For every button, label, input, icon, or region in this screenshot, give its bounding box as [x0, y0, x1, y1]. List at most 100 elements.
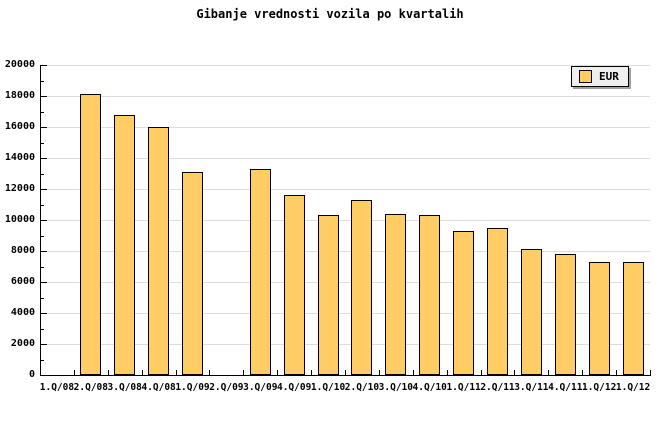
- y-major-tick: [41, 313, 47, 314]
- x-tick-label: 2.Q/09: [209, 382, 244, 393]
- x-tick: [412, 370, 414, 375]
- y-tick-label: 10000: [4, 214, 35, 225]
- y-tick-label: 2000: [10, 338, 35, 349]
- x-tick: [209, 370, 211, 375]
- x-tick-label: 1.Q/09: [175, 382, 210, 393]
- x-tick: [582, 370, 584, 375]
- x-tick-label: 1.Q/12: [615, 382, 651, 393]
- bar: [419, 215, 441, 375]
- y-gridline: [40, 96, 650, 97]
- bar: [520, 249, 542, 375]
- bar: [317, 215, 339, 375]
- bar: [554, 254, 576, 375]
- x-tick-label: 4.Q/11: [548, 382, 583, 393]
- y-gridline: [40, 313, 650, 314]
- x-tick-label: 3.Q/10: [378, 382, 413, 393]
- y-gridline: [40, 158, 650, 159]
- bar: [487, 227, 508, 375]
- y-minor-tick: [41, 111, 44, 113]
- y-major-tick: [41, 127, 47, 128]
- y-gridline: [40, 127, 650, 128]
- x-tick: [480, 370, 482, 375]
- x-tick: [378, 370, 380, 375]
- y-minor-tick: [41, 204, 44, 206]
- x-tick-label: 4.Q/09: [276, 382, 312, 393]
- x-tick-label: 1.Q/08: [39, 382, 75, 393]
- y-minor-tick: [41, 142, 44, 144]
- x-tick: [311, 370, 313, 375]
- x-tick-label: 4.Q/10: [412, 382, 447, 393]
- y-major-tick: [41, 65, 47, 66]
- x-tick-label: 1.Q/11: [446, 382, 481, 393]
- y-major-tick: [41, 282, 47, 283]
- y-tick-label: 14000: [4, 152, 35, 163]
- y-major-tick: [41, 251, 47, 252]
- x-tick: [175, 370, 177, 375]
- bar: [148, 127, 170, 375]
- y-axis-line: [40, 65, 41, 376]
- legend-label-eur: EUR: [599, 70, 619, 83]
- y-major-tick: [41, 344, 47, 345]
- y-tick-label: 8000: [10, 245, 35, 256]
- bar: [453, 230, 475, 375]
- x-tick: [650, 370, 651, 375]
- y-major-tick: [41, 158, 47, 159]
- y-gridline: [40, 220, 650, 221]
- y-minor-tick: [41, 80, 44, 82]
- x-tick: [73, 370, 75, 375]
- x-tick-label: 2.Q/08: [73, 382, 108, 393]
- bar: [249, 168, 271, 375]
- x-tick: [277, 370, 279, 375]
- x-tick-label: 3.Q/11: [514, 382, 549, 393]
- y-tick-label: 12000: [4, 183, 35, 194]
- y-major-tick: [41, 96, 47, 97]
- y-minor-tick: [41, 173, 44, 175]
- x-tick: [243, 370, 245, 375]
- y-major-tick: [41, 189, 47, 190]
- y-tick-label: 20000: [4, 59, 35, 70]
- y-minor-tick: [41, 266, 44, 268]
- x-tick-label: 3.Q/08: [107, 382, 142, 393]
- bar: [588, 261, 610, 375]
- x-tick: [548, 370, 550, 375]
- y-gridline: [40, 251, 650, 252]
- y-minor-tick: [41, 328, 44, 330]
- x-axis-line: [40, 375, 651, 376]
- y-minor-tick: [41, 359, 44, 361]
- y-tick-label: 4000: [10, 307, 35, 318]
- y-minor-tick: [41, 235, 44, 237]
- y-major-tick: [41, 220, 47, 221]
- y-gridline: [40, 65, 650, 66]
- bar: [182, 171, 203, 375]
- x-tick-label: 2.Q/11: [480, 382, 515, 393]
- bar: [351, 199, 373, 375]
- x-tick: [616, 370, 618, 375]
- y-gridline: [40, 189, 650, 190]
- y-gridline: [40, 344, 650, 345]
- bar: [385, 213, 407, 375]
- bar: [283, 195, 305, 375]
- legend-swatch-eur: [579, 70, 592, 83]
- bar: [114, 114, 136, 375]
- x-tick: [345, 370, 346, 375]
- x-tick-label: 1.Q/12: [581, 382, 617, 393]
- x-tick-label: 3.Q/09: [243, 382, 278, 393]
- x-tick-label: 1.Q/10: [310, 382, 346, 393]
- y-tick-label: 0: [28, 369, 35, 380]
- x-tick: [446, 370, 448, 375]
- x-tick-label: 2.Q/10: [344, 382, 380, 393]
- y-gridline: [40, 282, 650, 283]
- bar: [622, 261, 644, 375]
- x-tick: [107, 370, 109, 375]
- x-tick: [514, 370, 516, 375]
- y-tick-label: 6000: [10, 276, 35, 287]
- bar: [80, 94, 102, 375]
- y-minor-tick: [41, 297, 44, 299]
- chart-title: Gibanje vrednosti vozila po kvartalih: [196, 7, 464, 21]
- y-tick-label: 18000: [4, 90, 35, 101]
- y-tick-label: 16000: [4, 121, 35, 132]
- x-tick-label: 4.Q/08: [141, 382, 176, 393]
- x-tick: [141, 370, 143, 375]
